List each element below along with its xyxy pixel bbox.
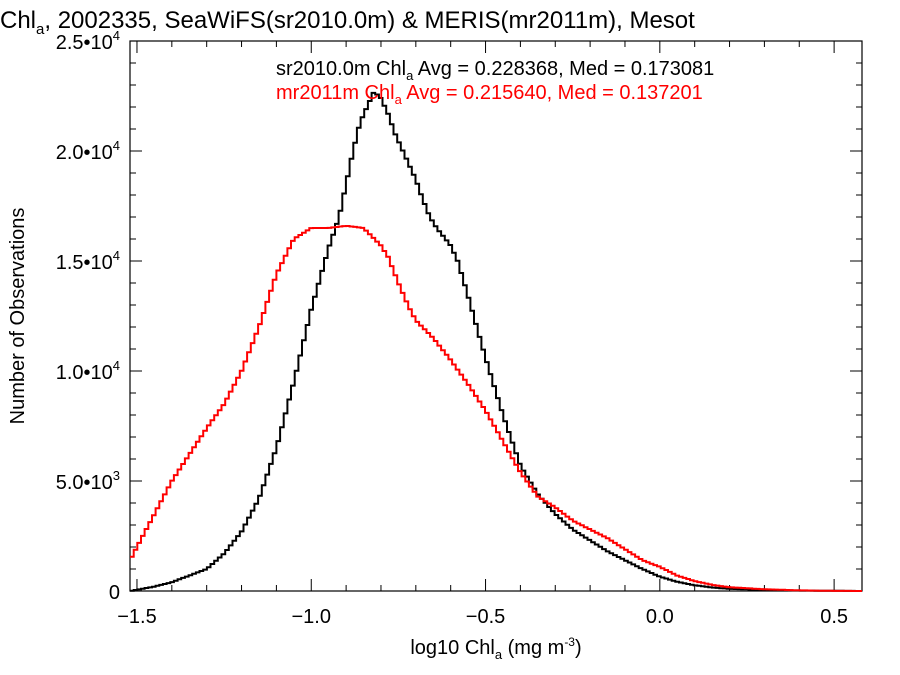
y-tick-label: 1.5•104 <box>56 248 120 274</box>
y-tick-exponent: 4 <box>113 358 120 373</box>
legend-entry-sr2010-sub: a <box>406 68 414 83</box>
series-line-mr2011 <box>130 225 862 592</box>
axis-ticks <box>130 40 862 592</box>
x-axis-label-main: log10 Chl <box>410 637 495 659</box>
y-tick-exponent: 4 <box>113 248 120 263</box>
y-tick-label: 2.5•104 <box>56 28 120 54</box>
y-tick-mantissa: 2.5•10 <box>56 32 113 54</box>
y-axis-label: Number of Observations <box>7 208 29 425</box>
legend-entry-sr2010-pre: sr2010.0m Chl <box>276 58 406 80</box>
chart-title: Chla, 2002335, SeaWiFS(sr2010.0m) & MERI… <box>0 7 695 38</box>
y-tick-mantissa: 1.5•10 <box>56 252 113 274</box>
x-tick-labels: −1.5 −1.0 −0.5 0.0 0.5 <box>117 606 848 628</box>
legend-entry-sr2010: sr2010.0m Chla Avg = 0.228368, Med = 0.1… <box>276 58 714 83</box>
y-tick-label: 5.0•103 <box>56 468 120 494</box>
plot-frame <box>129 40 863 592</box>
x-axis-label-sup: -3 <box>564 635 575 649</box>
chart-title-rest: , 2002335, SeaWiFS(sr2010.0m) & MERIS(mr… <box>44 7 695 34</box>
y-tick-exponent: 3 <box>113 468 120 483</box>
x-axis-label-rest: (mg m <box>502 637 564 659</box>
y-tick-mantissa: 2.0•10 <box>56 142 113 164</box>
y-tick-mantissa: 1.0•10 <box>56 362 113 384</box>
legend-entry-mr2011: mr2011m Chla Avg = 0.215640, Med = 0.137… <box>276 82 703 107</box>
legend-entry-mr2011-pre: mr2011m Chl <box>276 82 395 104</box>
y-tick-exponent: 4 <box>113 138 120 153</box>
x-tick-label: −1.0 <box>292 606 331 628</box>
chart-title-main: Chl <box>0 7 36 34</box>
y-tick-label: 0 <box>109 582 120 604</box>
y-tick-mantissa: 5.0•10 <box>56 472 113 494</box>
chart-title-subscript: a <box>36 21 45 38</box>
series-line-sr2010 <box>130 91 862 592</box>
y-tick-mantissa: 0 <box>109 582 120 604</box>
y-tick-label: 2.0•104 <box>56 138 120 164</box>
x-tick-label: −1.5 <box>117 606 156 628</box>
x-tick-label: −0.5 <box>466 606 505 628</box>
y-tick-label: 1.0•104 <box>56 358 120 384</box>
legend-entry-sr2010-post: Avg = 0.228368, Med = 0.173081 <box>413 58 714 80</box>
x-axis-label-end: ) <box>575 637 582 659</box>
x-axis-label-sub: a <box>495 647 503 662</box>
legend-entry-mr2011-sub: a <box>395 92 403 107</box>
x-tick-label: 0.5 <box>820 606 848 628</box>
y-tick-exponent: 4 <box>113 28 120 43</box>
x-axis-label: log10 Chla (mg m-3) <box>410 635 581 662</box>
x-tick-label: 0.0 <box>646 606 674 628</box>
legend-entry-mr2011-post: Avg = 0.215640, Med = 0.137201 <box>402 82 703 104</box>
